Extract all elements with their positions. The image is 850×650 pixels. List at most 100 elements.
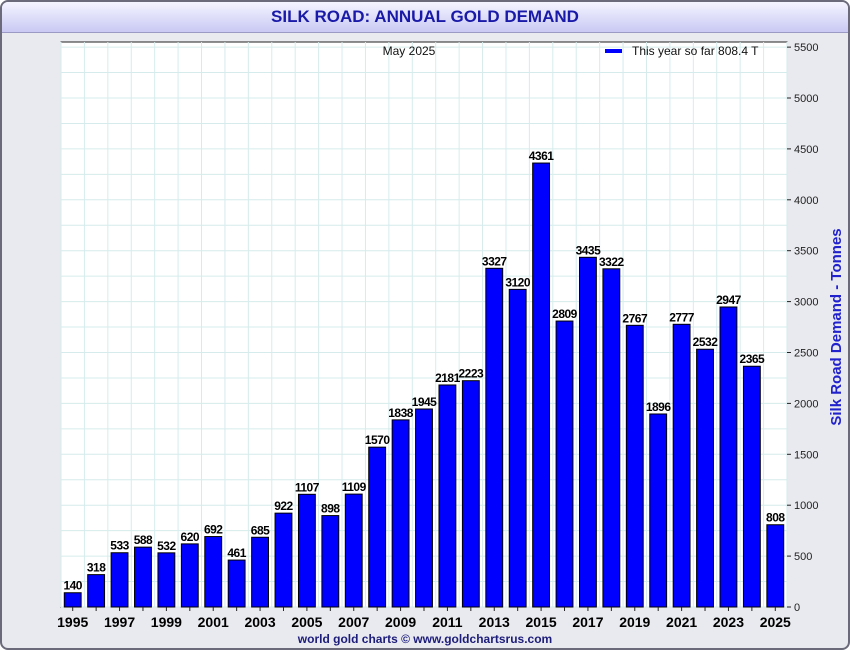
bar: [672, 323, 691, 608]
data-label: 685: [251, 523, 270, 537]
title-bar: SILK ROAD: ANNUAL GOLD DEMAND: [2, 2, 848, 33]
bar: [602, 268, 621, 608]
data-label: 3435: [576, 243, 602, 257]
bar: [157, 552, 176, 608]
y-tick-label: 4000: [794, 195, 818, 207]
data-label: 1838: [388, 406, 414, 420]
bar: [321, 515, 340, 608]
y-tick-label: 500: [794, 551, 812, 563]
data-label: 2365: [740, 352, 766, 366]
data-label: 1107: [295, 480, 320, 494]
data-label: 808: [766, 511, 785, 525]
chart-subtitle: May 2025: [383, 44, 436, 58]
bar: [110, 552, 129, 608]
data-label: 140: [63, 579, 82, 593]
x-tick-label: 1995: [57, 614, 88, 630]
bar: [227, 559, 246, 608]
x-tick-label: 2015: [526, 614, 557, 630]
x-axis: 1995 1997 1999 2001 2003 2005 2007 2009 2011 2013…: [57, 607, 791, 630]
footer-credit: world gold charts © www.goldchartsrus.co…: [297, 632, 553, 646]
bar: [625, 324, 644, 608]
data-label: 692: [204, 523, 223, 537]
data-label: 1109: [342, 480, 367, 494]
bar: [204, 536, 223, 608]
x-tick-label: 2023: [713, 614, 744, 630]
data-label: 588: [134, 533, 153, 547]
bar: [555, 320, 574, 608]
bar: [579, 256, 597, 608]
data-label: 1896: [646, 400, 672, 414]
data-label: 2532: [693, 335, 719, 349]
x-tick-label: 2001: [198, 614, 229, 630]
bar: [485, 267, 504, 608]
y-tick-label: 2500: [794, 347, 818, 359]
bar: [438, 384, 457, 608]
bar: [649, 413, 668, 608]
x-tick-label: 2013: [479, 614, 510, 630]
data-label: 2223: [458, 367, 484, 381]
data-labels-group: 140 318 533 588 532 620 692 461 685 9221107898110…: [63, 149, 785, 593]
bar: [87, 574, 106, 608]
data-label: 1570: [365, 433, 391, 447]
legend-swatch: [605, 49, 622, 53]
data-label: 4361: [529, 149, 555, 163]
x-tick-label: 2019: [619, 614, 650, 630]
bars-group: [63, 162, 785, 608]
bar: [766, 524, 785, 608]
bar: [461, 380, 480, 608]
y-tick-label: 3000: [794, 297, 818, 309]
bar: [251, 536, 269, 608]
data-label: 318: [87, 561, 106, 575]
y-tick-label: 1000: [794, 500, 818, 512]
bar: [297, 493, 316, 608]
data-label: 922: [274, 499, 293, 513]
x-tick-label: 1999: [151, 614, 182, 630]
data-label: 532: [157, 539, 176, 553]
data-label: 461: [227, 546, 246, 560]
data-label: 1945: [412, 395, 438, 409]
bar: [180, 543, 199, 608]
y-tick-label: 3500: [794, 246, 818, 258]
y-tick-label: 1500: [794, 449, 818, 461]
data-label: 2809: [552, 307, 578, 321]
x-tick-label: 2011: [432, 614, 463, 630]
data-label: 2777: [669, 310, 695, 324]
x-tick-label: 2021: [666, 614, 697, 630]
y-tick-label: 2000: [794, 398, 818, 410]
x-tick-label: 2009: [385, 614, 416, 630]
bar: [63, 592, 82, 608]
data-label: 2181: [435, 371, 461, 385]
x-tick-label: 1997: [104, 614, 135, 630]
y-axis-title: Silk Road Demand - Tonnes: [828, 228, 845, 425]
data-label: 2767: [622, 311, 648, 325]
data-label: 533: [110, 539, 129, 553]
bar: [532, 162, 551, 608]
data-label: 3120: [505, 275, 531, 289]
bar: [742, 365, 761, 608]
bar: [415, 408, 433, 608]
data-label: 2947: [716, 293, 742, 307]
x-tick-label: 2025: [760, 614, 791, 630]
bar: [508, 288, 527, 608]
data-label: 620: [181, 530, 200, 544]
x-tick-label: 2005: [291, 614, 322, 630]
bar: [134, 546, 152, 608]
y-tick-label: 0: [794, 602, 800, 614]
x-tick-label: 2007: [338, 614, 369, 630]
legend: This year so far 808.4 T: [605, 44, 759, 58]
data-label: 3322: [599, 255, 625, 269]
x-tick-label: 2003: [244, 614, 275, 630]
chart-title: SILK ROAD: ANNUAL GOLD DEMAND: [271, 7, 579, 26]
y-tick-label: 4500: [794, 144, 818, 156]
data-label: 3327: [482, 254, 508, 268]
y-axis: 0 500 1000 1500 2000 2500 3000 3500 4000 4500 5000…: [787, 42, 818, 614]
data-label: 898: [321, 502, 340, 516]
bar: [391, 419, 410, 608]
bar: [274, 512, 293, 608]
y-tick-label: 5500: [794, 42, 818, 54]
bar: [344, 493, 363, 608]
bar: [368, 446, 387, 608]
bar: [696, 348, 714, 608]
